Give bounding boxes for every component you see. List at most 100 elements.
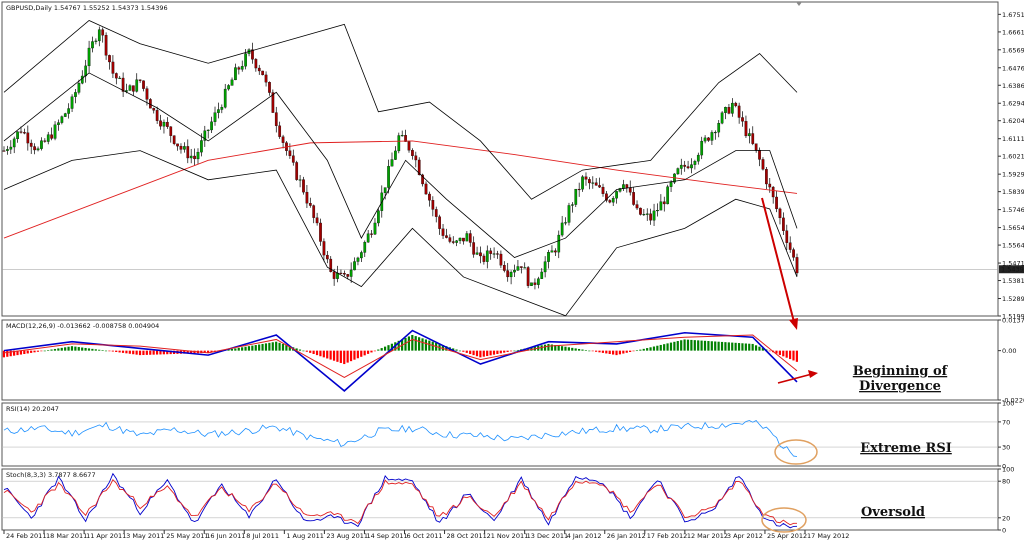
- candle-body: [591, 182, 595, 184]
- candle-body: [577, 188, 581, 191]
- candle-body: [152, 108, 156, 111]
- x-tick-label: 18 Mar 2011: [46, 532, 87, 540]
- candle-body: [771, 186, 775, 198]
- macd-histogram-bar: [404, 337, 407, 351]
- candle-body: [390, 159, 394, 167]
- macd-histogram-bar: [421, 338, 424, 351]
- macd-histogram-bar: [758, 346, 761, 351]
- macd-histogram-bar: [302, 350, 305, 352]
- candle-body: [108, 55, 111, 63]
- candle-body: [530, 282, 533, 286]
- macd-histogram-bar: [543, 344, 547, 351]
- candle-body: [516, 266, 520, 271]
- candle-body: [196, 151, 200, 160]
- candle-body: [788, 242, 792, 250]
- candle-body: [118, 77, 122, 79]
- candle-body: [264, 74, 268, 83]
- candle-body: [251, 49, 254, 60]
- macd-histogram-bar: [23, 350, 26, 354]
- candle-body: [36, 148, 40, 151]
- candle-body: [312, 205, 316, 218]
- macd-histogram-bar: [418, 337, 421, 351]
- candle-body: [523, 267, 527, 269]
- macd-histogram-bar: [496, 350, 499, 354]
- macd-arrow-head: [808, 370, 818, 378]
- candle-body: [377, 210, 380, 224]
- macd-histogram-bar: [329, 350, 332, 360]
- macd-histogram-bar: [601, 350, 605, 353]
- candle-body: [741, 117, 744, 122]
- price-y-tick-label: 1.62940: [1002, 100, 1024, 108]
- macd-histogram-bar: [288, 346, 291, 351]
- macd-histogram-bar: [686, 339, 690, 351]
- candle-body: [274, 112, 278, 126]
- macd-histogram-bar: [98, 349, 101, 351]
- rsi-y-tick-label: 70: [1002, 418, 1010, 426]
- candle-body: [172, 135, 176, 144]
- candle-body: [472, 242, 476, 255]
- x-tick-label: 14 Sep 2011: [366, 532, 407, 540]
- price-y-tick-label: 1.62040: [1002, 117, 1024, 125]
- candle-body: [308, 203, 312, 206]
- candle-body: [291, 155, 295, 163]
- stoch-highlight-circle: [761, 507, 807, 533]
- macd-y-tick-label: -0.022072: [1002, 397, 1024, 405]
- macd-histogram-bar: [676, 341, 679, 351]
- candle-body: [349, 269, 353, 277]
- macd-histogram-bar: [724, 342, 727, 351]
- candle-body: [533, 282, 537, 285]
- macd-histogram-bar: [625, 350, 628, 353]
- macd-histogram-bar: [727, 342, 730, 351]
- candle-body: [696, 154, 700, 162]
- macd-histogram-bar: [669, 342, 673, 351]
- candle-body: [74, 92, 77, 97]
- macd-histogram-bar: [717, 341, 720, 351]
- candle-body: [142, 80, 145, 89]
- candle-body: [366, 233, 370, 243]
- macd-histogram-bar: [111, 350, 114, 352]
- x-tick-label: 16 Jun 2011: [206, 532, 245, 540]
- candle-body: [703, 137, 707, 142]
- macd-histogram-bar: [261, 343, 264, 351]
- macd-histogram-bar: [64, 347, 67, 351]
- macd-histogram-bar: [383, 346, 387, 351]
- candle-body: [628, 187, 632, 193]
- price-y-tick-label: 1.51990: [1002, 313, 1024, 321]
- macd-histogram-bar: [87, 348, 91, 351]
- macd-histogram-bar: [40, 350, 43, 352]
- candle-body: [717, 123, 721, 133]
- candle-body: [43, 140, 47, 142]
- macd-histogram-bar: [312, 350, 315, 354]
- price-title: GBPUSD,Daily 1.54767 1.55252 1.54373 1.5…: [6, 4, 168, 12]
- candle-body: [700, 140, 704, 156]
- candle-body: [19, 131, 23, 133]
- candle-body: [145, 88, 149, 100]
- macd-histogram-bar: [513, 350, 516, 352]
- candle-body: [734, 102, 738, 107]
- candle-body: [155, 110, 159, 121]
- macd-histogram-bar: [751, 343, 754, 351]
- macd-histogram-bar: [690, 339, 693, 351]
- candle-body: [662, 201, 666, 205]
- macd-histogram-bar: [554, 345, 557, 351]
- candle-body: [482, 255, 486, 262]
- macd-histogram-bar: [479, 350, 482, 358]
- candle-body: [240, 66, 244, 70]
- macd-histogram-bar: [748, 343, 751, 351]
- candle-body: [652, 210, 656, 221]
- candle-body: [584, 176, 588, 180]
- candle-body: [16, 131, 19, 140]
- macd-histogram-bar: [268, 342, 271, 351]
- price-y-tick-label: 1.53815: [1002, 277, 1024, 285]
- candle-body: [356, 257, 360, 262]
- macd-histogram-bar: [680, 340, 683, 351]
- macd-histogram-bar: [210, 350, 213, 353]
- macd-histogram-bar: [697, 340, 700, 351]
- macd-histogram-bar: [295, 348, 298, 351]
- macd-histogram-bar: [714, 341, 717, 351]
- candle-body: [421, 174, 424, 185]
- callout-beginning-of: Beginning of: [853, 364, 949, 379]
- x-tick-label: 13 Dec 2011: [527, 532, 569, 540]
- macd-histogram-bar: [615, 350, 618, 356]
- macd-histogram-bar: [363, 350, 366, 356]
